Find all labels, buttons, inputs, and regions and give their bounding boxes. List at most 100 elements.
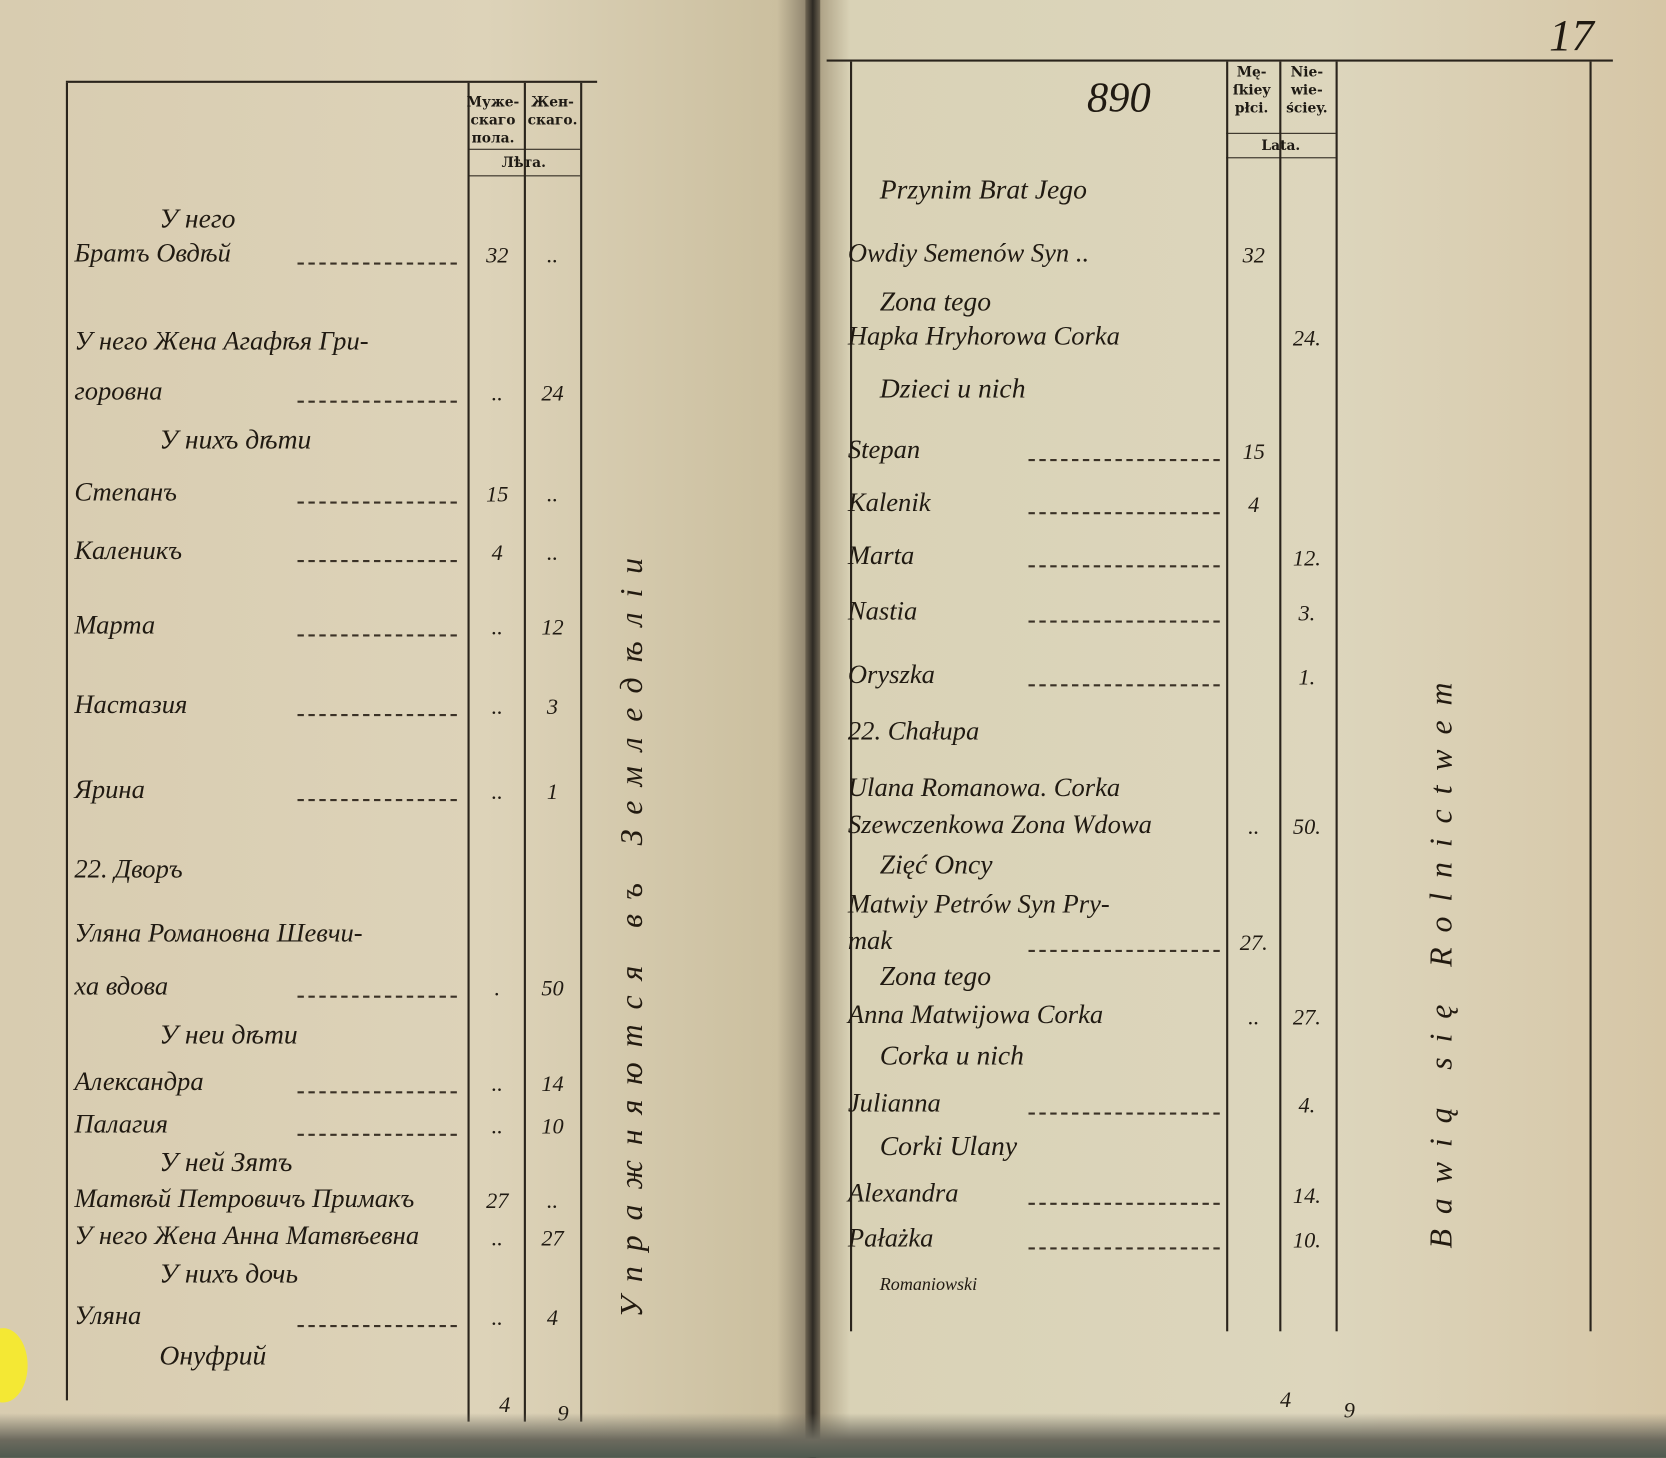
entry-name: Настазия <box>74 690 188 720</box>
leader-dashes <box>297 262 457 265</box>
male-age: .. <box>491 380 503 406</box>
left-page: Муже- скаго пола. Жен- скаго. Лѣта. У не… <box>0 0 810 1458</box>
male-age: .. <box>1248 1004 1260 1030</box>
female-age: 1 <box>546 778 559 805</box>
section-heading: Zona tego <box>879 285 992 317</box>
section-heading: У ней Зятъ <box>159 1146 293 1178</box>
female-age: 1. <box>1298 664 1316 690</box>
male-age: 4 <box>491 539 503 566</box>
entry-name: Szewczenkowa Zona Wdowa <box>847 810 1152 840</box>
section-heading: У нихъ дочь <box>159 1258 299 1289</box>
male-age: 4 <box>1248 491 1260 518</box>
leader-dashes <box>1028 1247 1220 1250</box>
entry-name: Hapka Hryhorowa Corka <box>847 321 1120 351</box>
female-col-rule <box>523 82 526 1422</box>
male-age: .. <box>491 1225 503 1251</box>
male-column-header: Mę- ſkiey płci. <box>1232 64 1271 117</box>
female-col-rule <box>1279 61 1282 1332</box>
female-age: 50. <box>1292 813 1321 840</box>
leader-dashes <box>1028 1202 1220 1205</box>
male-total: 4 <box>499 1391 511 1418</box>
leader-dashes <box>297 995 457 998</box>
section-heading: Corka u nich <box>879 1040 1025 1071</box>
entry-name: Палагия <box>74 1110 169 1139</box>
section-heading: У него <box>159 202 236 234</box>
section-heading: Romaniowski <box>879 1273 978 1295</box>
header-rule <box>1226 157 1336 159</box>
leader-dashes <box>297 559 457 563</box>
entry-name: Alexandra <box>847 1179 959 1209</box>
male-total: 4 <box>1280 1386 1292 1413</box>
entry-name: Nastia <box>847 597 918 626</box>
female-age: 14 <box>541 1071 564 1097</box>
top-rule <box>826 59 1613 62</box>
leader-dashes <box>297 799 457 802</box>
header-rule <box>467 148 581 150</box>
male-age: .. <box>491 778 503 805</box>
entry-name: Pałażka <box>847 1224 934 1253</box>
entry-name: mak <box>847 926 893 956</box>
book-gutter <box>805 0 821 1458</box>
female-age: 4. <box>1298 1092 1316 1118</box>
female-age: .. <box>546 242 559 268</box>
male-age: .. <box>491 693 503 720</box>
male-column-header: Муже- скаго пола. <box>466 94 520 147</box>
years-header: Лѣта. <box>501 155 546 172</box>
female-column-header: Nie- wie- ściey. <box>1286 64 1328 117</box>
female-age: 3. <box>1298 600 1316 626</box>
leader-dashes <box>1028 684 1220 687</box>
male-age: . <box>494 975 501 1001</box>
page-bottom-edge <box>0 1413 1666 1458</box>
entry-name: У него Жена Агафѣя Гри- <box>74 327 369 356</box>
female-age: 4 <box>546 1304 559 1331</box>
male-age: 32 <box>486 242 509 268</box>
female-age: 10. <box>1292 1227 1321 1253</box>
male-col-rule <box>467 82 470 1422</box>
entry-name: Owdiy Semenów Syn .. <box>847 239 1090 268</box>
leader-dashes <box>1028 1112 1220 1115</box>
section-heading: Zięć Oncy <box>879 848 993 880</box>
leader-dashes <box>297 1133 457 1136</box>
entry-name: Уляна <box>74 1301 142 1331</box>
leader-dashes <box>1028 565 1220 568</box>
entry-name: Каленикъ <box>74 536 183 566</box>
header-rule <box>467 175 581 177</box>
leader-dashes <box>1028 949 1220 952</box>
leader-dashes <box>297 634 457 637</box>
margin-rule <box>850 61 853 1332</box>
section-heading: У нихъ дѣти <box>159 423 312 455</box>
entry-name: горовна <box>74 377 163 406</box>
entry-name: Матвѣй Петровичъ Примакъ <box>74 1184 415 1214</box>
right-page: Mę- ſkiey płci. Nie- wie- ściey. Lata. 8… <box>816 0 1666 1458</box>
entry-name: 22. Chałupa <box>847 717 980 746</box>
entry-name: Oryszka <box>847 660 935 690</box>
female-age: 27. <box>1292 1004 1321 1030</box>
leader-dashes <box>297 501 457 504</box>
section-heading: Онуфрий <box>159 1339 267 1371</box>
female-age: 24. <box>1292 325 1321 351</box>
male-col-rule <box>1226 61 1229 1332</box>
female-age: 3 <box>546 693 559 720</box>
header-rule <box>1226 132 1336 134</box>
page-number: 890 <box>1086 73 1151 122</box>
female-age: 50 <box>541 975 564 1001</box>
entry-name: Matwiy Petrów Syn Pry- <box>847 890 1110 920</box>
margin-rule <box>65 82 68 1401</box>
section-heading: Corki Ulany <box>879 1130 1018 1162</box>
female-column-header: Жен- скаго. <box>527 94 578 129</box>
male-age: 27. <box>1239 929 1268 956</box>
entry-name: Anna Matwijowa Corka <box>847 1000 1104 1030</box>
occupation-note: Упражняются въ Земледѣліи <box>614 543 650 1318</box>
occupation-note: Bawią się Rolnictwem <box>1423 667 1459 1249</box>
male-age: 27 <box>486 1187 509 1214</box>
entry-name: Степанъ <box>74 478 177 507</box>
section-heading: Dzieci u nich <box>879 372 1026 404</box>
years-header: Lata. <box>1261 138 1301 155</box>
top-rule <box>65 80 598 83</box>
entry-name: Марта <box>74 610 156 640</box>
female-age: 12. <box>1292 545 1321 571</box>
male-age: .. <box>491 1113 503 1140</box>
entry-name: Братъ Овдѣй <box>74 239 231 268</box>
female-age: 14. <box>1292 1182 1321 1209</box>
